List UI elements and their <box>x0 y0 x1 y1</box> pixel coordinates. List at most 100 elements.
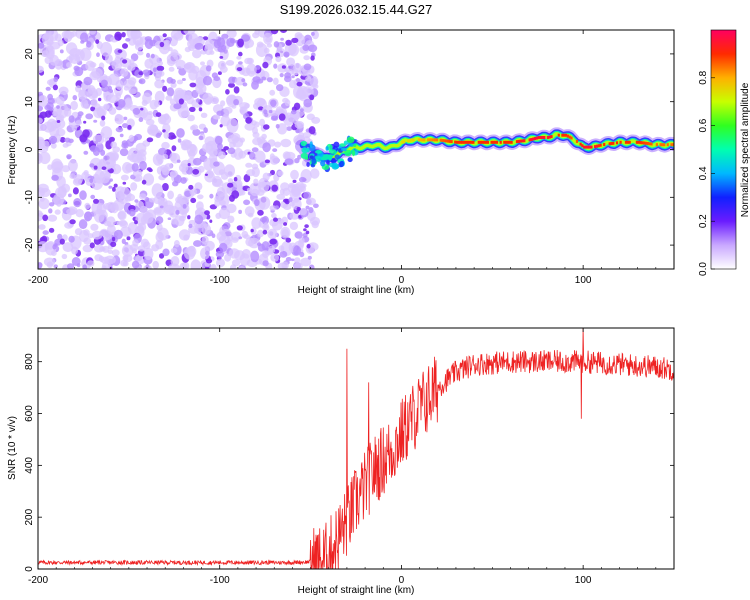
noise-blob <box>178 98 184 105</box>
noise-blob <box>226 203 237 214</box>
noise-blob <box>290 258 295 262</box>
noise-blob <box>271 184 279 192</box>
noise-blob <box>131 260 140 269</box>
noise-blob <box>71 246 79 255</box>
noise-blob <box>257 229 264 238</box>
noise-blob <box>273 63 278 69</box>
x-tick-label: 0 <box>399 275 405 286</box>
noise-blob <box>128 85 138 95</box>
signal-core-cell <box>648 142 651 146</box>
noise-blob <box>70 100 78 111</box>
noise-blob <box>163 131 170 139</box>
noise-blob <box>300 257 312 267</box>
noise-blob <box>204 210 210 216</box>
signal-core-cell <box>597 144 600 148</box>
noise-blob <box>263 124 270 130</box>
noise-blob <box>61 253 68 260</box>
noise-blob <box>262 250 270 259</box>
noise-blob <box>98 158 106 167</box>
noise-blob <box>57 233 63 240</box>
noise-blob <box>285 257 292 262</box>
signal-core-cell <box>503 140 506 144</box>
noise-blob <box>258 196 271 210</box>
noise-blob <box>246 57 254 65</box>
noise-blob <box>198 135 204 141</box>
noise-blob <box>93 209 105 223</box>
noise-blob <box>139 205 148 214</box>
noise-blob <box>253 199 260 207</box>
x-tick-label: 0 <box>399 575 405 586</box>
noise-blob <box>263 32 273 45</box>
signal-core-cell <box>557 133 560 137</box>
noise-blob <box>174 240 180 248</box>
noise-blob <box>255 43 268 58</box>
noise-blob <box>59 238 65 245</box>
noise-blob <box>93 107 106 119</box>
noise-blob <box>231 237 239 243</box>
noise-blob <box>236 67 243 72</box>
noise-blob <box>75 85 82 93</box>
noise-blob <box>52 244 57 250</box>
noise-blob <box>253 178 259 185</box>
noise-blob <box>103 104 110 111</box>
signal-core-cell <box>635 140 638 144</box>
noise-blob <box>108 107 117 115</box>
noise-blob <box>99 119 106 127</box>
noise-blob <box>281 261 289 269</box>
noise-blob <box>66 62 72 68</box>
noise-blob <box>68 115 75 123</box>
noise-blob <box>109 136 115 142</box>
noise-blob <box>276 193 286 200</box>
noise-blob <box>55 96 65 105</box>
signal-core-cell <box>439 138 442 142</box>
noise-blob <box>83 120 87 124</box>
noise-blob <box>154 208 162 214</box>
noise-blob <box>273 41 280 48</box>
noise-blob <box>75 209 84 218</box>
noise-blob <box>193 240 202 247</box>
signal-core-cell <box>610 142 613 145</box>
noise-blob <box>122 123 128 129</box>
noise-blob <box>291 37 299 44</box>
noise-blob <box>89 157 102 172</box>
signal-core-cell <box>579 142 582 146</box>
noise-blob <box>122 254 129 262</box>
noise-blob <box>262 260 269 267</box>
noise-blob <box>48 135 58 145</box>
noise-blob <box>61 165 71 173</box>
noise-blob <box>187 215 191 220</box>
noise-blob <box>89 163 95 168</box>
colorbar-ticks: 0.0 0.2 0.4 0.6 0.8 <box>698 70 715 276</box>
noise-blob <box>159 253 165 259</box>
onset-blob <box>325 146 329 151</box>
noise-blob <box>86 41 92 48</box>
noise-blob <box>184 62 195 71</box>
noise-blob <box>90 98 98 108</box>
noise-blob <box>218 169 226 175</box>
noise-blob <box>261 76 267 81</box>
noise-blob <box>221 228 232 238</box>
noise-blob <box>169 170 178 178</box>
snr-ylabel: SNR (10 * v/v) <box>7 416 18 480</box>
noise-blob <box>194 214 204 225</box>
noise-blob <box>49 202 55 207</box>
noise-blob <box>162 129 166 133</box>
noise-blob <box>218 151 226 160</box>
signal-core-cell <box>505 140 508 144</box>
onset-blob <box>315 149 322 154</box>
noise-blob <box>161 141 170 150</box>
signal-core-cell <box>517 139 520 143</box>
noise-blob <box>52 84 59 91</box>
signal-core-cell <box>470 140 473 144</box>
onset-blob <box>309 141 313 148</box>
noise-blob <box>283 112 294 126</box>
signal-core-cell <box>461 140 464 144</box>
signal-core-cell <box>548 135 551 139</box>
noise-blob <box>141 99 148 106</box>
noise-blob <box>96 142 104 153</box>
signal-core-cell <box>595 144 599 148</box>
noise-blob <box>122 59 128 64</box>
noise-blob <box>275 56 282 63</box>
noise-blob <box>201 223 211 235</box>
noise-blob <box>249 151 256 160</box>
